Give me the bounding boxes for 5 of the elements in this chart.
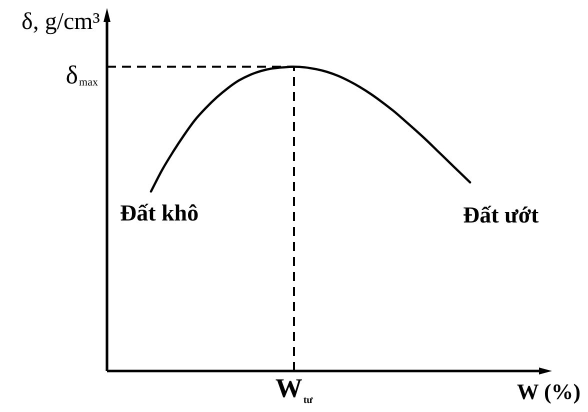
x-axis-title: W (%) — [516, 379, 581, 404]
annotation: Đất khô — [120, 200, 199, 226]
y-axis-title: δ, g/cm³ — [22, 9, 100, 35]
annotation: Đất ướt — [463, 202, 540, 228]
ref-line-label: δmax — [66, 60, 98, 90]
